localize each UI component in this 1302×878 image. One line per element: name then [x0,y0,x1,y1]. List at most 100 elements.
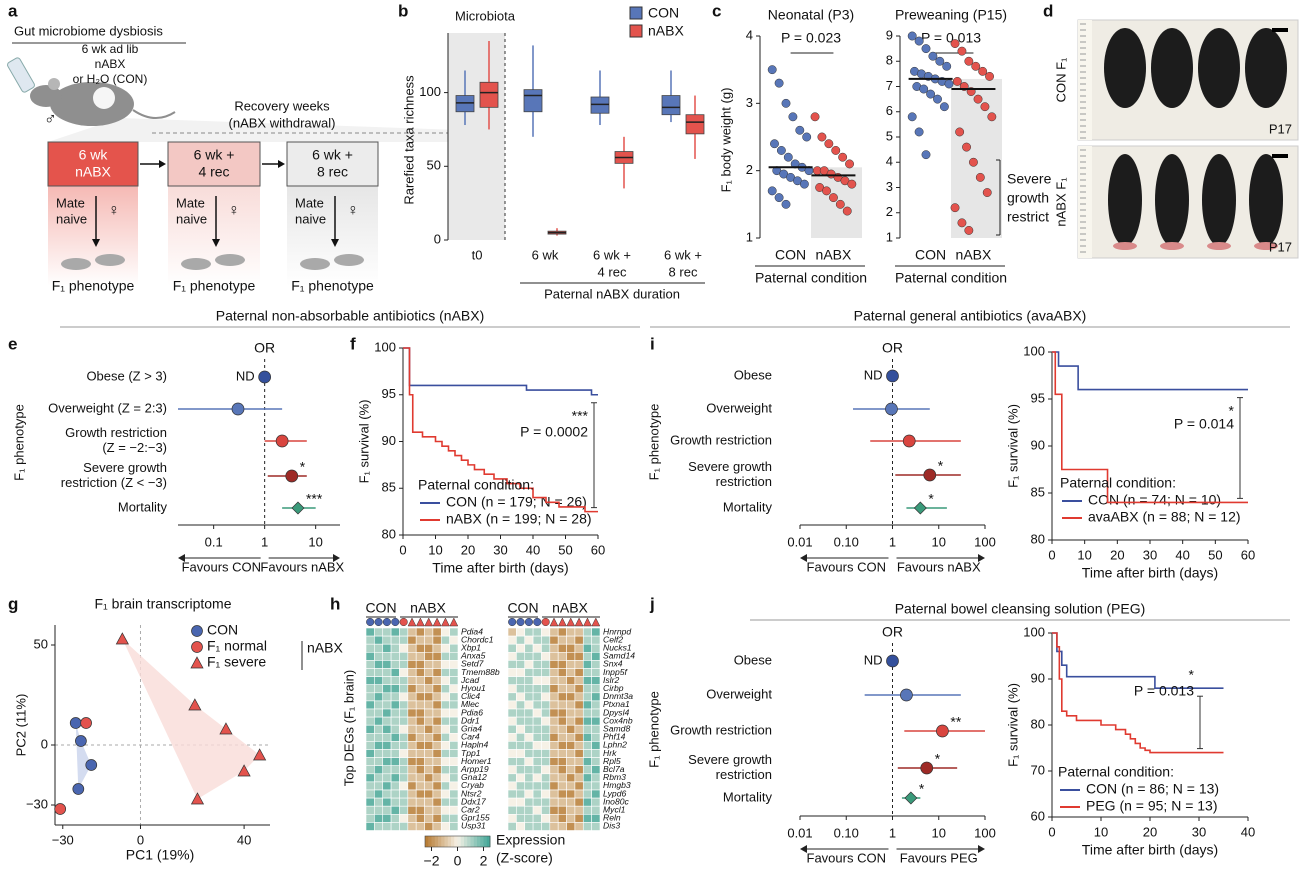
column-marker [366,617,375,627]
heatmap-cell [374,716,384,726]
heatmap-cell [591,643,601,653]
gene-label: Celf2 [603,634,623,644]
column-marker [557,617,567,627]
survival-curve [1052,632,1224,689]
heatmap-cell [557,813,567,823]
heatmap-cell [374,773,384,783]
heatmap-cell [557,805,567,815]
heatmap-cell [532,805,542,815]
heatmap-cell [582,757,592,766]
x-tick-label: 0.10 [834,534,859,549]
heatmap-cell [449,660,459,669]
heatmap-cell [440,813,450,823]
heatmap-cell [524,668,534,677]
column-marker [382,617,391,627]
arrow-head [212,239,220,247]
heatmap-cell [399,765,409,775]
gene-label: Tmem88b [461,667,500,677]
heatmap-cell [582,805,592,815]
heatmap-cell [440,684,450,694]
column-marker [508,617,517,627]
heatmap-cell [516,757,526,766]
significance: * [935,751,941,767]
heatmap-cell [566,813,576,823]
x-tick-label: 40 [1175,547,1189,562]
heatmap-cell [449,676,459,685]
heatmap-cell [532,643,542,653]
gene-label: Xbp1 [460,643,481,653]
panel-letter: g [8,594,18,613]
heatmap-cell [374,797,384,807]
heatmap-cell [449,781,459,791]
data-point [971,61,981,71]
arrow-head [178,554,185,562]
female-symbol: ♀ [108,202,120,219]
gene-label: Dpysl4 [603,707,629,717]
group-hull [75,723,92,789]
heatmap-cell [591,684,601,694]
heatmap-cell [549,822,559,831]
y-tick-label: 90 [1031,437,1045,452]
x-tick-label: 10 [308,534,322,549]
heatmap-cell [365,651,375,661]
x-tick-label: CON [775,247,806,263]
heatmap-cell [449,732,459,742]
legend-marker [191,625,203,637]
heatmap-cell [399,700,409,710]
heatmap-cell [382,660,392,669]
row-label: Obese [734,367,772,382]
row-label: Growth restriction [670,432,772,447]
heatmap-cell [524,757,534,766]
heatmap-cell [532,724,542,734]
heatmap-cell [449,757,459,766]
gene-label: Homer1 [461,756,492,766]
heatmap-cell [432,813,442,823]
heatmap-cell [566,627,576,637]
heatmap-cell [432,805,442,815]
x-tick-label: 0.10 [834,825,859,840]
heatmap-cell [507,692,517,702]
column-marker [391,617,400,627]
heatmap-cell [507,668,517,677]
heatmap-cell [424,781,434,791]
annotation: Severe [1007,171,1052,187]
heatmap-cell [549,773,559,783]
heatmap-cell [549,789,559,799]
heatmap-cell [449,708,459,718]
heatmap-cell [582,668,592,677]
heatmap-cell [532,635,542,645]
data-point [968,157,978,167]
data-point [964,56,974,66]
mouse-feet [1254,242,1278,250]
heatmap-cell [415,765,425,775]
heatmap-cell [432,781,442,791]
x-tick-label: 8 rec [669,264,698,279]
heatmap-cell [507,757,517,766]
data-point [950,39,960,49]
gene-label: Chordc1 [461,634,494,644]
heatmap-cell [399,757,409,766]
gene-label: Ptxna1 [603,699,630,709]
x-axis-label: Paternal condition [755,270,867,286]
heatmap-cell [440,635,450,645]
gene-label: Arpp19 [460,764,489,774]
heatmap-cell [449,627,459,637]
x-tick-label: 20 [1143,824,1157,839]
panel-letter: i [650,334,655,353]
heatmap-cell [516,822,526,831]
section-header: Paternal general antibiotics (avaABX) [854,308,1087,324]
heatmap-cell [507,813,517,823]
data-point [85,759,98,771]
panel-letter: c [712,1,721,20]
light-beam [48,118,460,142]
colorbar-segment [434,836,439,847]
heatmap-cell [566,797,576,807]
heatmap-cell [382,668,392,677]
heatmap-cell [440,773,450,783]
heatmap-cell [516,708,526,718]
x-tick-label: 10 [932,825,946,840]
heatmap-cell [399,773,409,783]
colorbar-segment [470,836,475,847]
heatmap-cell [365,773,375,783]
panel-letter: f [350,334,356,353]
